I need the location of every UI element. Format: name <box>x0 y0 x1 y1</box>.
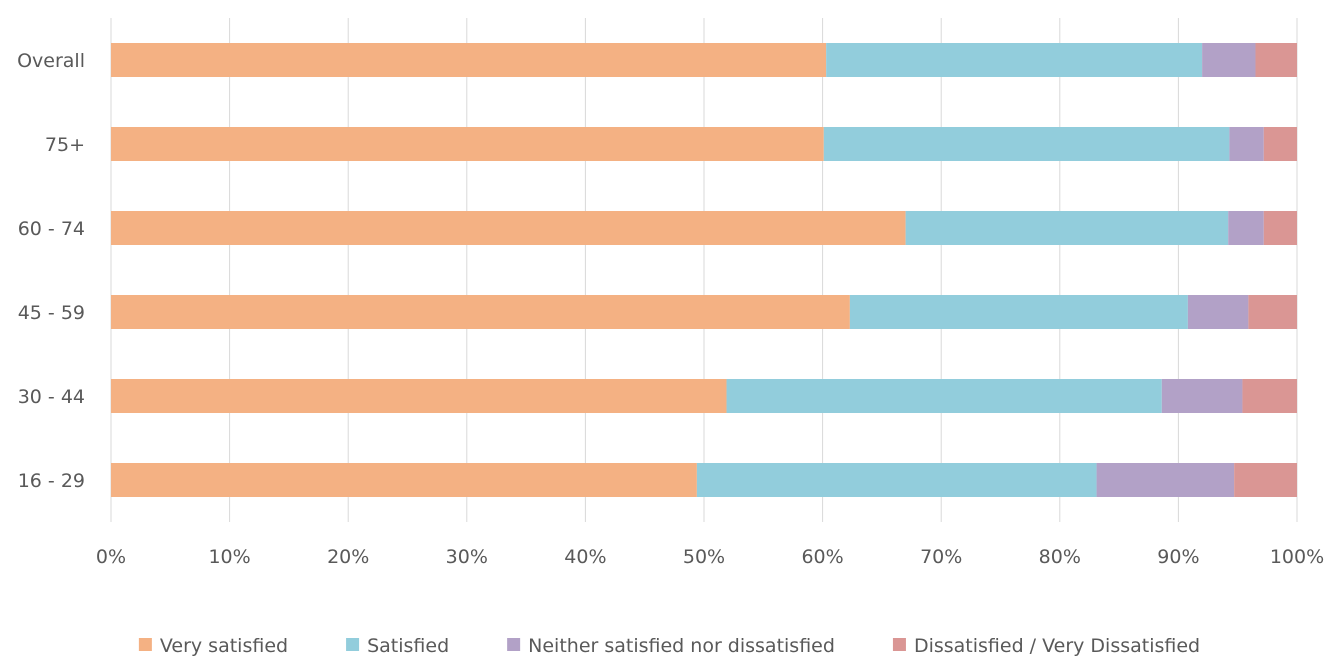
y-tick-label: 75+ <box>45 134 85 156</box>
legend-label: Satisfied <box>367 635 449 657</box>
x-tick-label: 10% <box>208 546 250 568</box>
x-tick-label: 60% <box>801 546 843 568</box>
legend-label: Neither satisfied nor dissatisfied <box>528 635 835 657</box>
legend-swatch <box>507 638 521 651</box>
y-axis-labels: Overall 75+ 60 - 74 45 - 59 30 - 44 16 - 29 <box>17 50 85 492</box>
bar-segment <box>111 43 827 77</box>
bar-segment <box>726 379 1162 413</box>
y-tick-label: 45 - 59 <box>18 302 85 324</box>
x-tick-label: 80% <box>1039 546 1081 568</box>
bar-segment <box>823 127 1230 161</box>
gridlines <box>110 18 1298 522</box>
x-axis-labels: 0% 10% 20% 30% 40% 50% 60% 70% 80% 90% 100% <box>96 546 1324 568</box>
legend: Very satisfied Satisfied Neither satisfied… <box>138 635 1200 657</box>
y-tick-label: 16 - 29 <box>18 470 85 492</box>
bar-segment <box>905 211 1229 245</box>
x-tick-label: 20% <box>327 546 369 568</box>
bar-segment <box>111 127 824 161</box>
bar-segment <box>1255 43 1297 77</box>
x-tick-label: 70% <box>920 546 962 568</box>
bar-segment <box>1263 211 1297 245</box>
y-tick-label: 60 - 74 <box>18 218 85 240</box>
bar-segment <box>111 295 850 329</box>
legend-swatch <box>346 638 360 651</box>
legend-swatch <box>892 638 906 651</box>
x-tick-label: 0% <box>96 546 126 568</box>
bar-segment <box>849 295 1188 329</box>
bars <box>111 43 1297 497</box>
y-tick-label: Overall <box>17 50 85 72</box>
bar-segment <box>1234 463 1297 497</box>
bar-segment <box>1242 379 1297 413</box>
bar-segment <box>111 379 727 413</box>
bar-segment <box>1161 379 1243 413</box>
bar-segment <box>1187 295 1249 329</box>
y-tick-label: 30 - 44 <box>18 386 85 408</box>
x-tick-label: 50% <box>683 546 725 568</box>
bar-segment <box>696 463 1097 497</box>
bar-segment <box>1263 127 1297 161</box>
bar-segment <box>1096 463 1235 497</box>
legend-label: Dissatisfied / Very Dissatisfied <box>914 635 1200 657</box>
x-tick-label: 100% <box>1270 546 1324 568</box>
bar-segment <box>111 463 697 497</box>
legend-swatch <box>138 638 152 651</box>
bar-segment <box>1248 295 1297 329</box>
bar-segment <box>826 43 1203 77</box>
legend-label: Very satisfied <box>160 635 288 657</box>
x-tick-label: 90% <box>1157 546 1199 568</box>
bar-segment <box>1228 211 1264 245</box>
bar-segment <box>1202 43 1256 77</box>
x-tick-label: 40% <box>564 546 606 568</box>
x-tick-label: 30% <box>446 546 488 568</box>
bar-segment <box>111 211 906 245</box>
bar-segment <box>1229 127 1264 161</box>
